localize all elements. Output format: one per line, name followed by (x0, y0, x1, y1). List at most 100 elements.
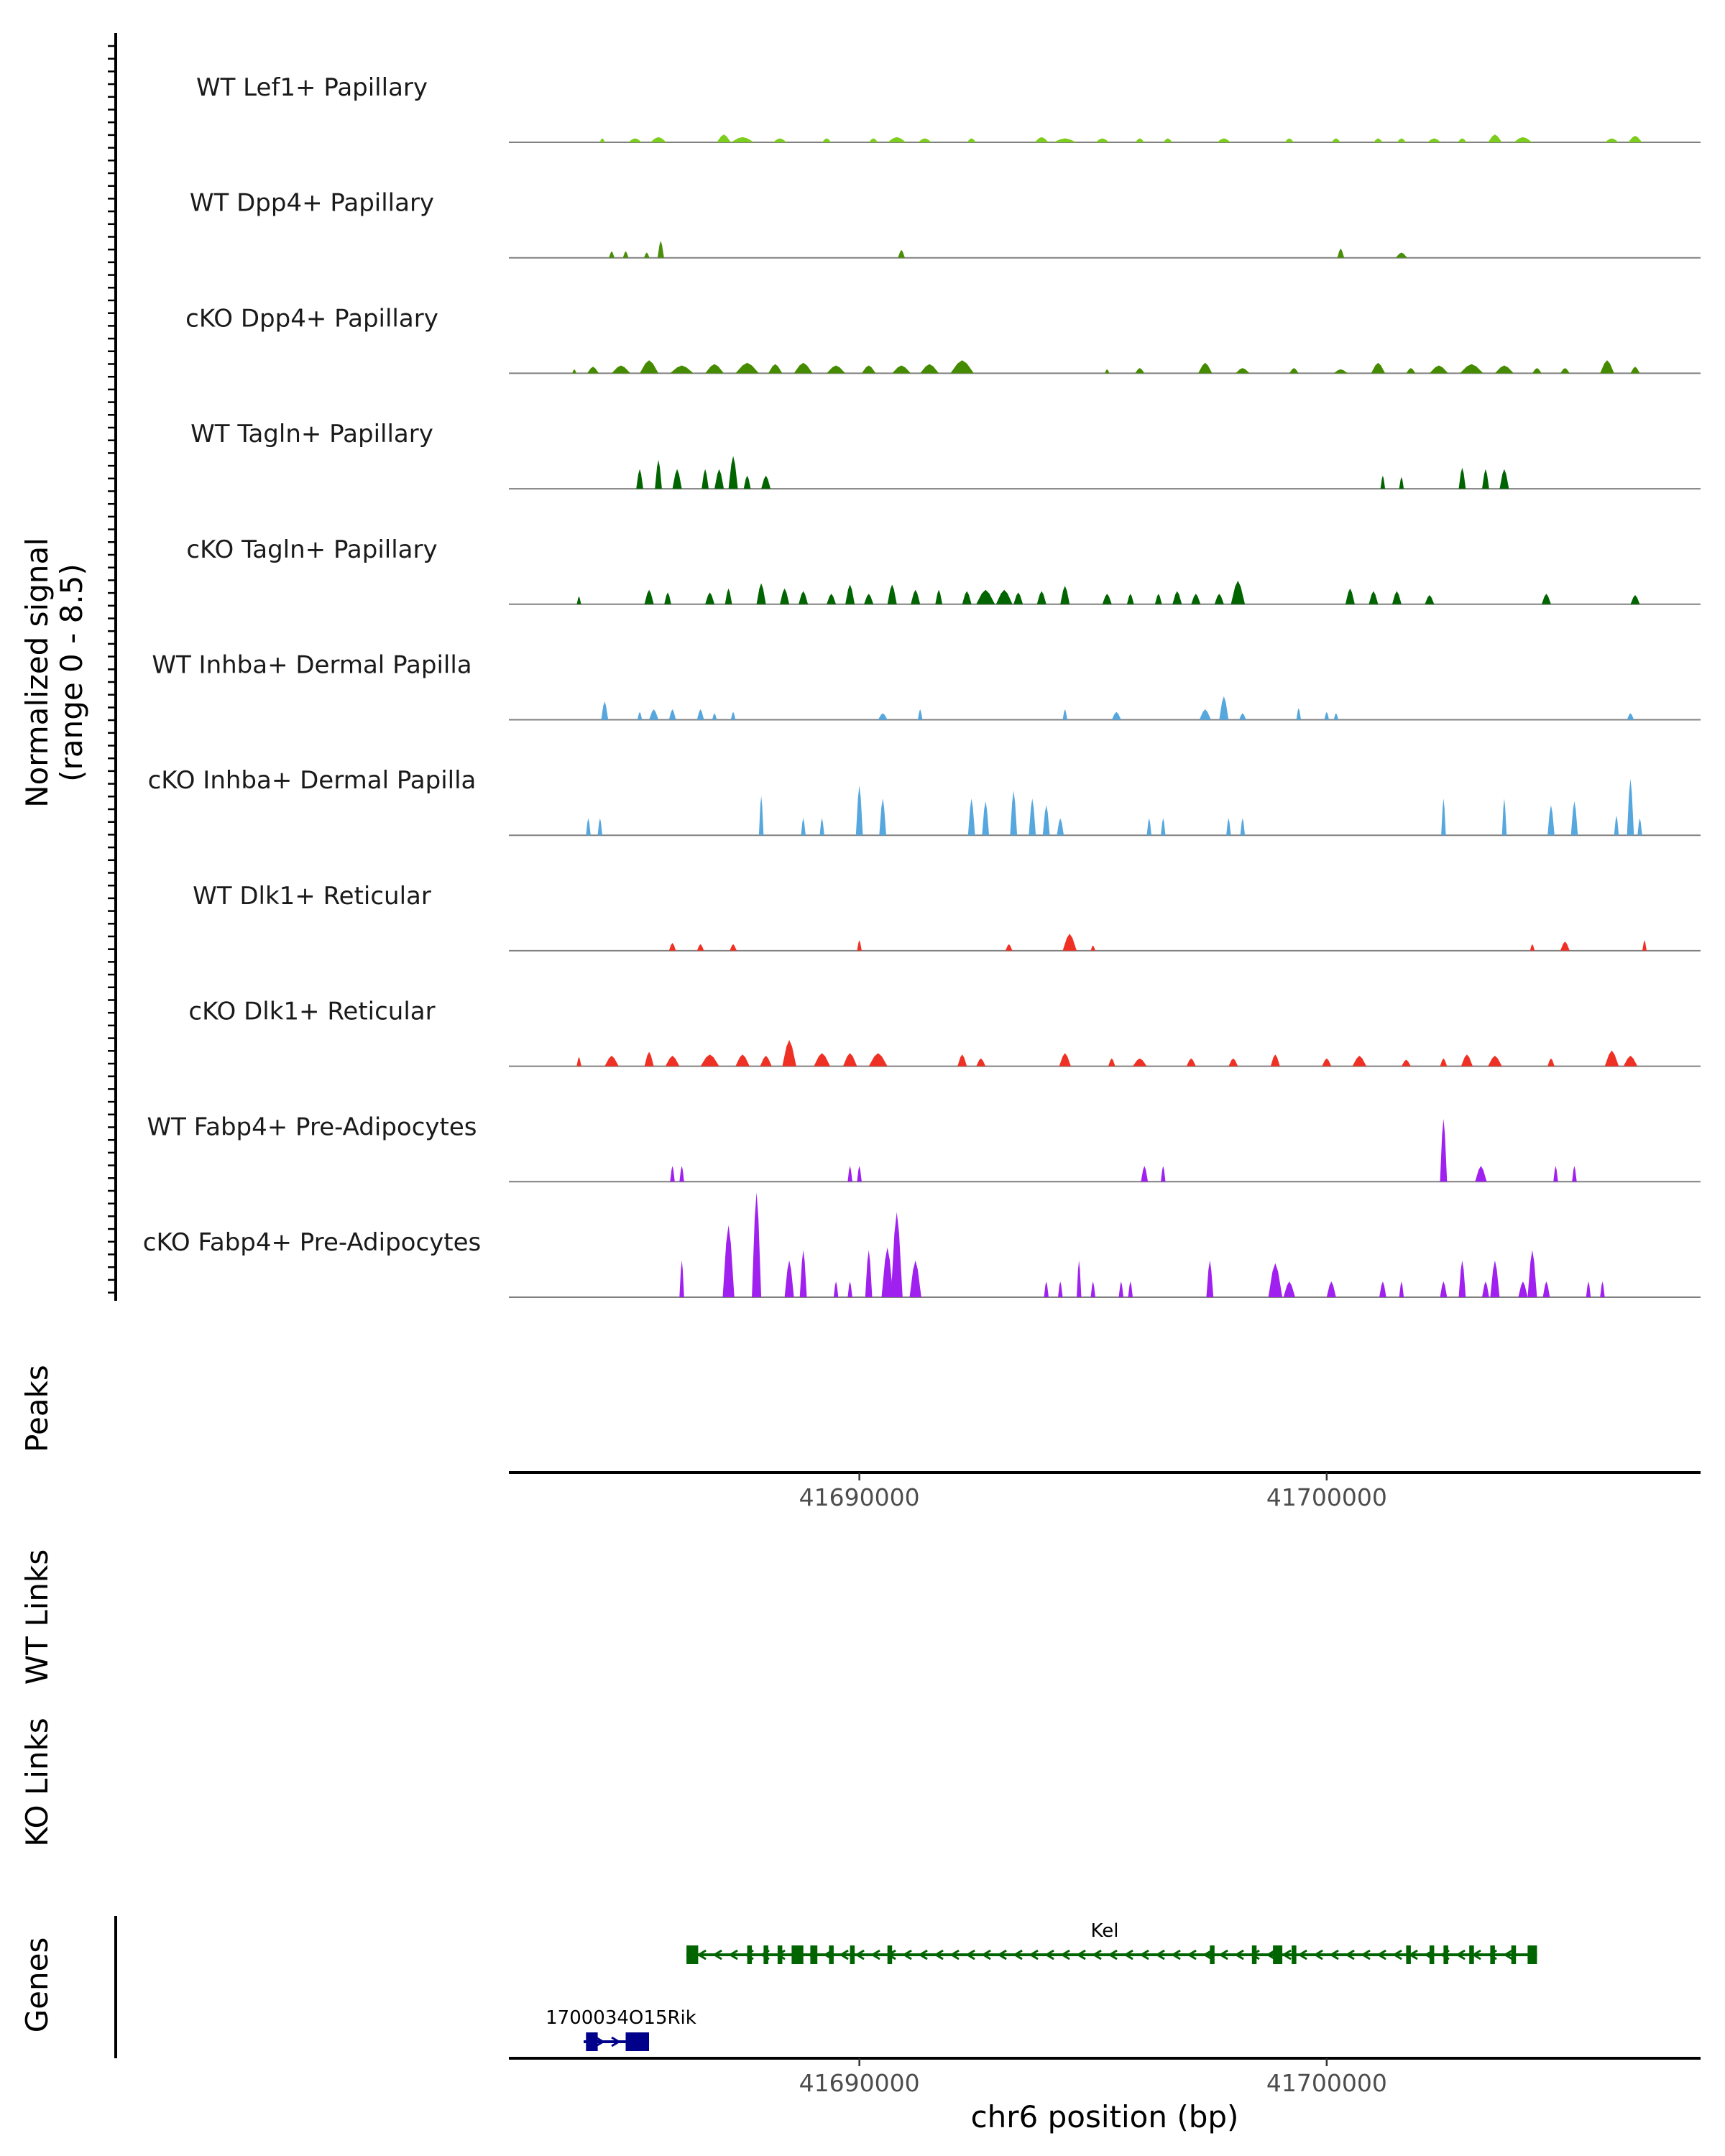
track-cko-tagln-papillary: cKO Tagln+ Papillary (186, 535, 1701, 605)
coverage-peak (1628, 135, 1642, 142)
coverage-peak (1401, 1059, 1411, 1067)
coverage-peak (1206, 1260, 1214, 1297)
strand-arrow (1155, 1949, 1165, 1961)
coverage-peak (679, 1166, 684, 1182)
coverage-peak (612, 365, 631, 374)
track-wt-dlk1-reticular: WT Dlk1+ Reticular (193, 882, 1701, 952)
gene-exon (791, 1945, 804, 1964)
track-label: WT Dlk1+ Reticular (193, 882, 431, 911)
wt-links-label: WT Links (19, 1549, 55, 1685)
coverage-peak (724, 588, 732, 604)
coverage-peak (665, 1056, 680, 1067)
coverage-peak (1111, 711, 1121, 720)
strand-arrow (1092, 1949, 1102, 1961)
coverage-peak (1460, 1054, 1473, 1067)
coverage-peak (1331, 138, 1341, 142)
coverage-peak (842, 1053, 857, 1067)
strand-arrow (1376, 1949, 1386, 1961)
coverage-peak (1527, 1250, 1537, 1297)
coverage-peak (857, 940, 862, 951)
strand-arrow (611, 2036, 621, 2047)
coverage-peak (1392, 591, 1402, 604)
coverage-peak (670, 365, 694, 374)
gene-exon (1469, 1945, 1474, 1964)
coverage-peak (887, 584, 897, 604)
coverage-peak (705, 364, 724, 374)
coverage-peak (1289, 368, 1299, 374)
coverage-peak (1230, 581, 1246, 604)
coverage-peak (696, 709, 704, 720)
ko-links-label: KO Links (19, 1718, 55, 1847)
coverage-peak (1501, 798, 1507, 836)
coverage-peak (1057, 818, 1064, 836)
track-wt-dpp4-papillary: WT Dpp4+ Papillary (190, 189, 1701, 259)
coverage-peak (1560, 941, 1570, 951)
coverage-peak (1199, 709, 1211, 720)
strand-arrow (1076, 1949, 1086, 1961)
coverage-peak (1044, 1281, 1049, 1297)
gene-label: Kel (1091, 1920, 1119, 1942)
gene-exon (686, 1945, 699, 1964)
gene-kel: Kel (686, 1920, 1537, 1964)
coverage-peak (911, 589, 921, 604)
coverage-peak (1062, 934, 1077, 951)
track-label: cKO Fabp4+ Pre-Adipocytes (143, 1228, 482, 1257)
coverage-peak (1154, 594, 1162, 604)
coverage-peak (1333, 713, 1339, 720)
track-label: cKO Inhba+ Dermal Papilla (148, 766, 477, 795)
coverage-peak (1005, 944, 1013, 951)
gene-exon (747, 1945, 753, 1964)
strand-arrow (1282, 1949, 1292, 1961)
coverage-peak (1560, 368, 1570, 374)
coverage-peak (601, 701, 609, 720)
strand-arrow (1108, 1949, 1118, 1961)
coverage-peak (1058, 1281, 1063, 1297)
coverage-tracks: WT Lef1+ Papillary WT Dpp4+ Papillary cKO … (143, 73, 1701, 1298)
coverage-peak (819, 818, 824, 836)
coverage-peak (887, 137, 906, 142)
coverage-peak (868, 1053, 888, 1067)
coverage-peak (679, 1260, 684, 1297)
coverage-peak (1042, 805, 1050, 836)
coverage-peak (604, 1056, 619, 1067)
strand-arrow (855, 1949, 865, 1961)
coverage-peak (712, 713, 717, 720)
coverage-peak (1126, 594, 1134, 604)
coverage-peak (1059, 1053, 1071, 1067)
panel-labels: Peaks WT Links KO Links Genes (19, 1365, 117, 2058)
coverage-peak (967, 798, 975, 836)
coverage-peak (1060, 586, 1070, 604)
coverage-peak (962, 591, 972, 604)
track-label: cKO Dlk1+ Reticular (188, 998, 435, 1026)
peaks-label: Peaks (19, 1365, 55, 1452)
strand-arrow (595, 2036, 605, 2047)
coverage-peak (655, 460, 662, 489)
coverage-peak (668, 709, 676, 720)
coverage-peak (743, 475, 751, 489)
coverage-peak (1371, 362, 1386, 374)
coverage-peak (1490, 1260, 1500, 1297)
coverage-peak (878, 713, 888, 720)
coverage-peak (597, 818, 602, 836)
strand-arrow (1503, 1949, 1513, 1961)
coverage-peak (622, 251, 629, 258)
coverage-peak (1397, 138, 1407, 142)
coverage-peak (1604, 138, 1619, 142)
coverage-peak (672, 469, 682, 489)
strand-arrow (696, 1949, 707, 1961)
coverage-peak (644, 589, 654, 604)
coverage-peak (1270, 1054, 1280, 1067)
coverage-peak (909, 1260, 921, 1297)
coverage-peak (1198, 362, 1213, 374)
strand-arrow (839, 1949, 849, 1961)
coverage-peak (730, 137, 755, 142)
x-axis-title: chr6 position (bp) (971, 2099, 1239, 2134)
strand-arrow (934, 1949, 944, 1961)
coverage-peak (636, 469, 643, 489)
track-wt-tagln-papillary: WT Tagln+ Papillary (190, 420, 1701, 490)
coverage-peak (1627, 713, 1634, 720)
coverage-peak (1482, 469, 1489, 489)
coverage-peak (1395, 252, 1407, 258)
coverage-peak (1013, 592, 1024, 604)
strand-arrow (1187, 1949, 1197, 1961)
